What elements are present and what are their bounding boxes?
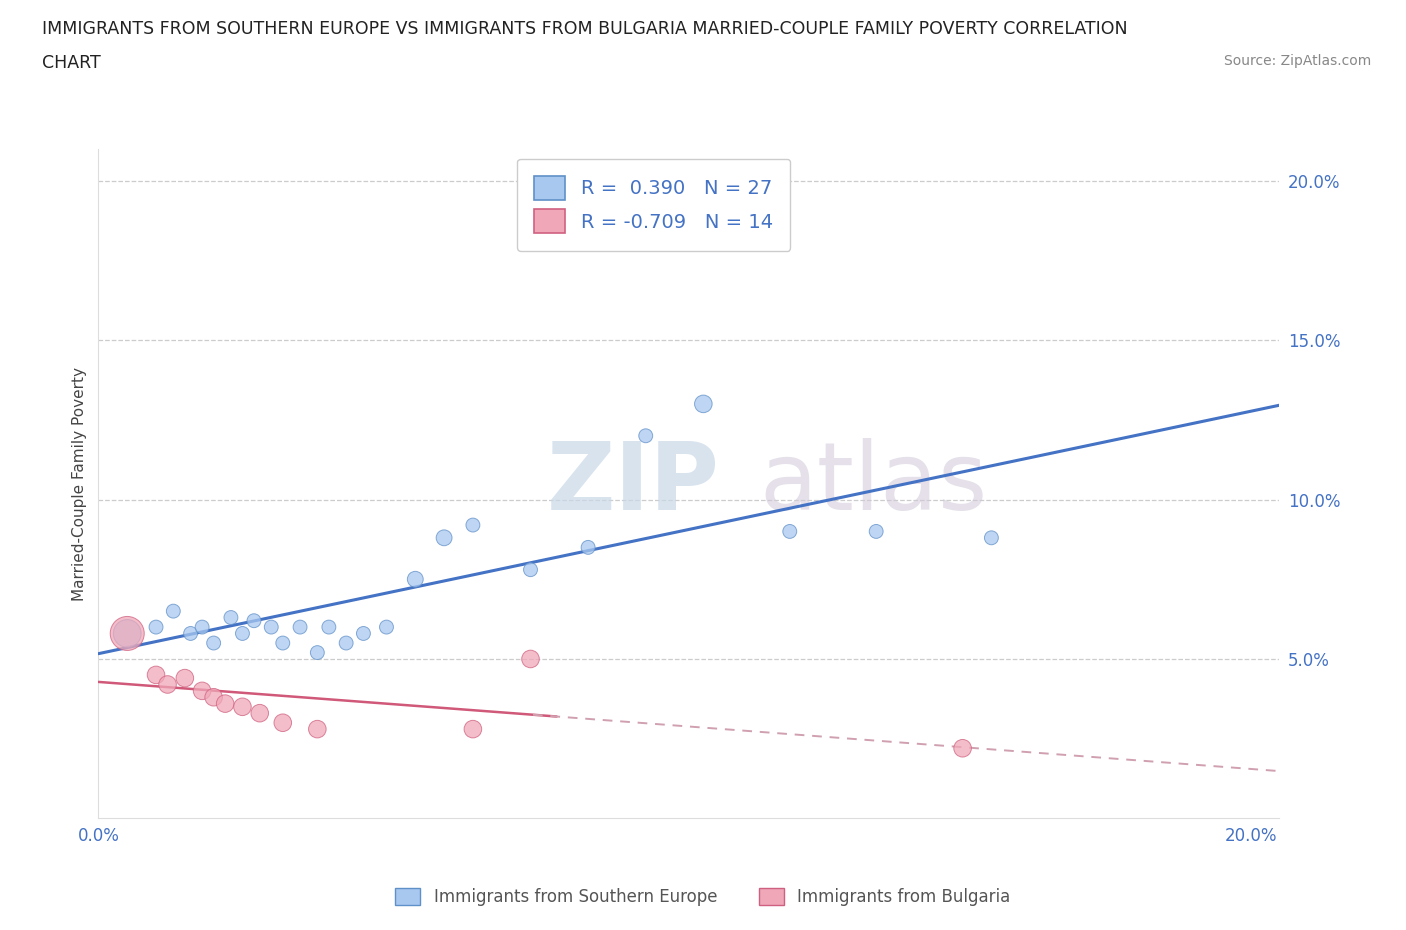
Point [202, 690, 225, 705]
Point [288, 619, 311, 634]
Point [307, 722, 329, 737]
Point [156, 677, 179, 692]
Point [180, 626, 202, 641]
Point [231, 699, 253, 714]
Text: IMMIGRANTS FROM SOUTHERN EUROPE VS IMMIGRANTS FROM BULGARIA MARRIED-COUPLE FAMIL: IMMIGRANTS FROM SOUTHERN EUROPE VS IMMIG… [42, 20, 1128, 38]
Point [191, 684, 214, 698]
Point [145, 619, 167, 634]
Point [202, 635, 225, 650]
Point [243, 613, 266, 628]
Point [231, 626, 253, 641]
Point [115, 626, 138, 641]
Point [162, 604, 184, 618]
Point [980, 530, 1002, 545]
Point [219, 610, 242, 625]
Point [271, 715, 294, 730]
Point [115, 626, 138, 641]
Text: CHART: CHART [42, 54, 101, 72]
Legend: Immigrants from Southern Europe, Immigrants from Bulgaria: Immigrants from Southern Europe, Immigra… [389, 881, 1017, 912]
Point [271, 635, 294, 650]
Point [865, 524, 887, 538]
Legend: R =  0.390   N = 27, R = -0.709   N = 14: R = 0.390 N = 27, R = -0.709 N = 14 [516, 158, 790, 251]
Text: atlas: atlas [759, 438, 988, 529]
Point [145, 668, 167, 683]
Point [404, 572, 426, 587]
Point [249, 706, 271, 721]
Point [433, 530, 456, 545]
Point [375, 619, 398, 634]
Point [260, 619, 283, 634]
Point [634, 429, 657, 444]
Point [519, 563, 541, 578]
Point [779, 524, 801, 538]
Point [461, 722, 484, 737]
Point [335, 635, 357, 650]
Point [214, 697, 236, 711]
Point [576, 540, 599, 555]
Point [318, 619, 340, 634]
Point [191, 619, 214, 634]
Text: ZIP: ZIP [547, 438, 720, 529]
Point [352, 626, 374, 641]
Point [519, 652, 541, 667]
Point [692, 396, 714, 411]
Y-axis label: Married-Couple Family Poverty: Married-Couple Family Poverty [72, 366, 87, 601]
Point [173, 671, 195, 685]
Point [307, 645, 329, 660]
Point [461, 518, 484, 533]
Text: Source: ZipAtlas.com: Source: ZipAtlas.com [1223, 54, 1371, 68]
Point [952, 741, 974, 756]
